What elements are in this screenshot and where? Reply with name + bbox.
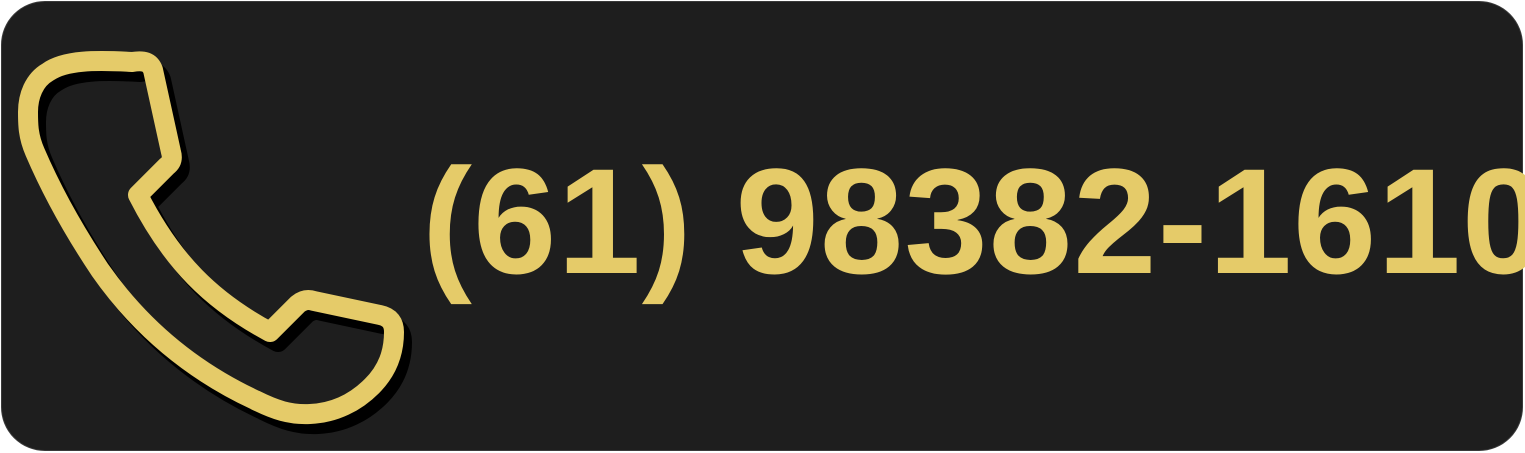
phone-handset-icon: [18, 40, 412, 435]
phone-number-text: (61) 98382-1610: [422, 137, 1525, 305]
